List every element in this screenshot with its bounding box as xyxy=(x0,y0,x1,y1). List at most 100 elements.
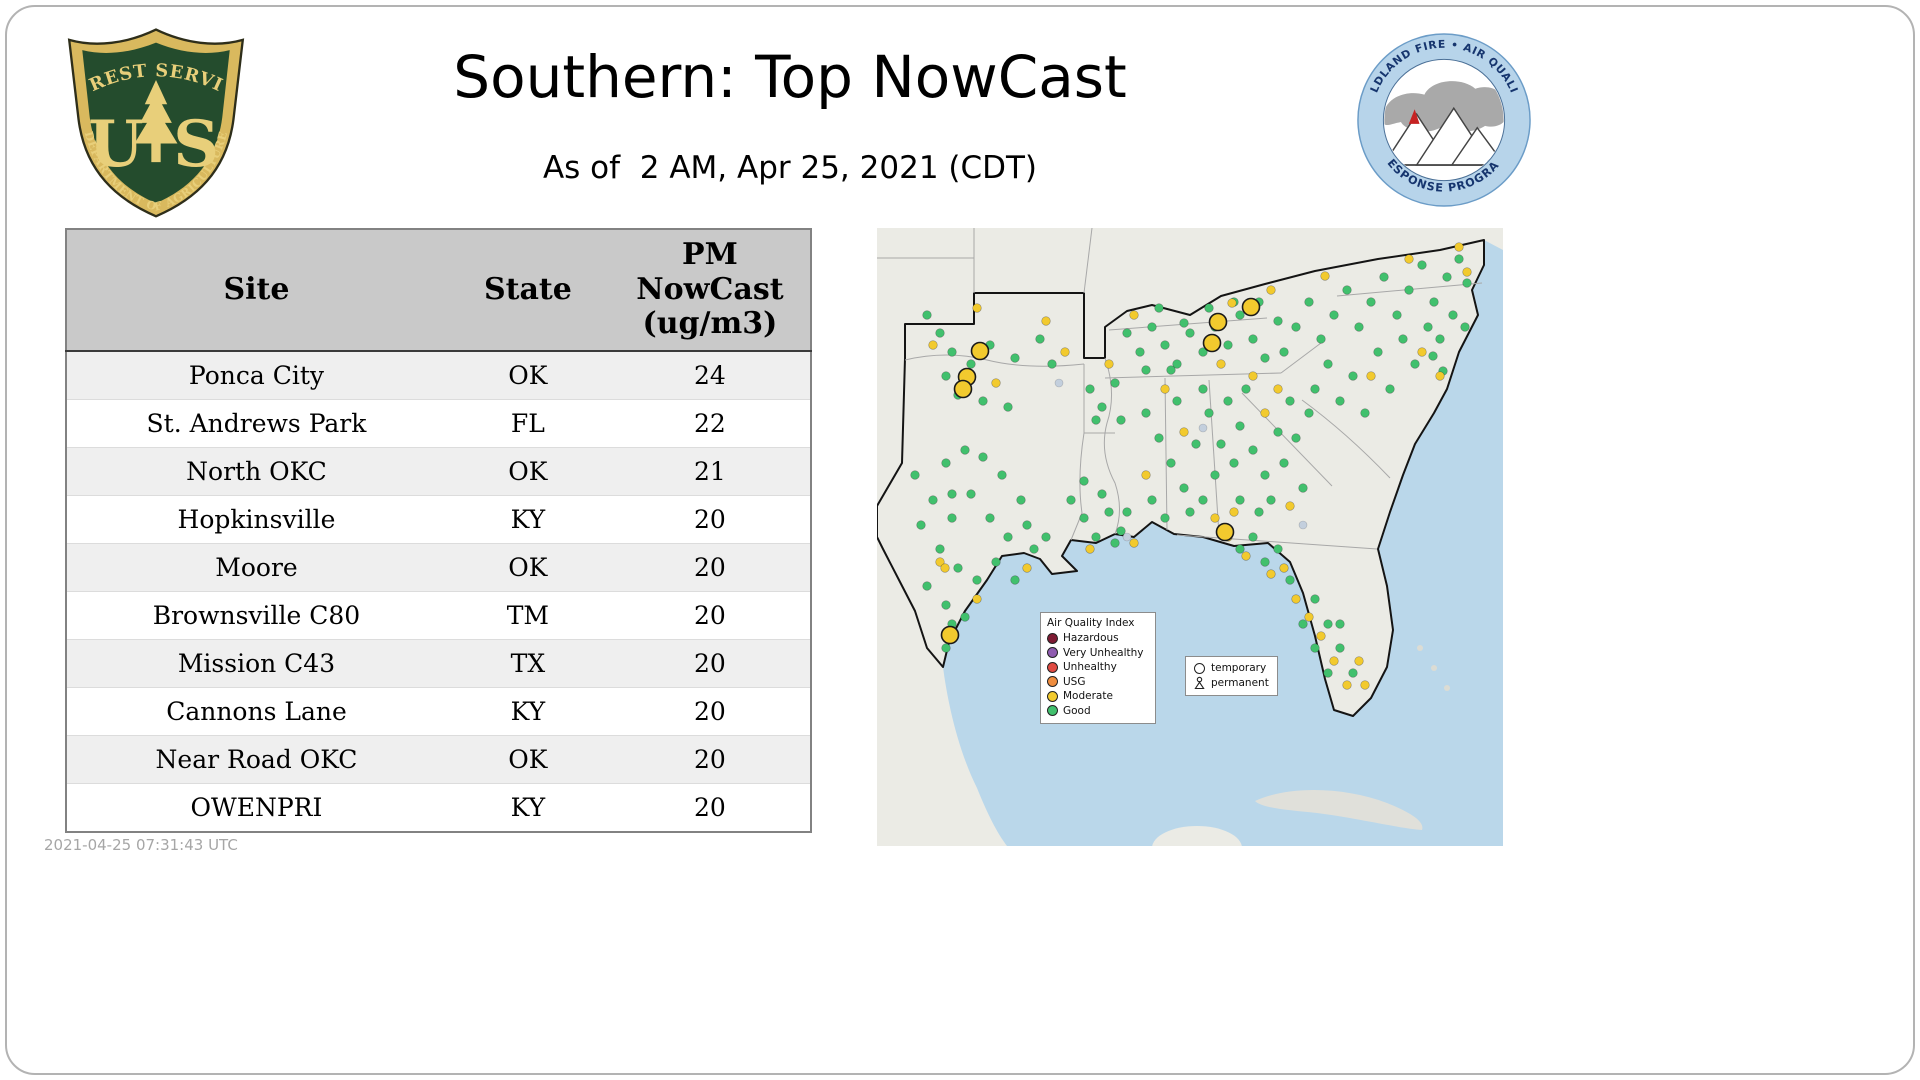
table-row: Hopkinsville KY 20 xyxy=(66,494,811,543)
monitor-dot xyxy=(1366,297,1376,307)
monitor-dot xyxy=(1215,522,1235,542)
monitor-dot xyxy=(1122,328,1132,338)
monitor-dot xyxy=(1216,359,1226,369)
state-cell: KY xyxy=(445,494,610,543)
pm-cell: 20 xyxy=(609,542,811,591)
column-header-state: State xyxy=(445,229,610,352)
site-cell: Cannons Lane xyxy=(66,686,446,735)
monitor-dot xyxy=(953,563,963,573)
monitor-dot xyxy=(1010,575,1020,585)
site-cell: North OKC xyxy=(66,446,446,495)
monitor-dot xyxy=(970,341,990,361)
monitor-dot xyxy=(1291,322,1301,332)
aqi-color-dot xyxy=(1047,632,1058,644)
site-cell: OWENPRI xyxy=(66,782,446,832)
legend-item-temporary: temporary xyxy=(1194,662,1269,674)
table-body: Ponca City OK 24 St. Andrews Park FL 22 … xyxy=(66,350,811,832)
monitor-dot xyxy=(1229,507,1239,517)
monitor-dot xyxy=(1248,371,1258,381)
table-row: Moore OK 20 xyxy=(66,542,811,591)
monitor-dot xyxy=(1210,470,1220,480)
page-title: Southern: Top NowCast xyxy=(453,43,1127,111)
monitor-dot xyxy=(1229,458,1239,468)
aqi-legend: Air Quality Index Hazardous Very Unhealt… xyxy=(1040,612,1156,724)
monitor-dot xyxy=(1329,310,1339,320)
monitor-dot xyxy=(1304,297,1314,307)
pm-cell: 20 xyxy=(609,590,811,639)
monitor-dot xyxy=(1379,272,1389,282)
monitor-dot xyxy=(1179,427,1189,437)
aqi-color-dot xyxy=(1047,661,1058,673)
state-cell: KY xyxy=(445,686,610,735)
pm-cell: 22 xyxy=(609,398,811,447)
monitor-dot xyxy=(1202,333,1222,353)
nowcast-table: Site State PM NowCast (ug/m3) Ponca City… xyxy=(65,228,812,833)
monitor-dot xyxy=(1223,396,1233,406)
monitor-dot xyxy=(1104,507,1114,517)
monitor-map: Air Quality Index Hazardous Very Unhealt… xyxy=(877,228,1503,846)
monitor-dot xyxy=(1254,507,1264,517)
monitor-dot xyxy=(1273,316,1283,326)
pm-cell: 20 xyxy=(609,638,811,687)
pine-tree-icon xyxy=(134,80,178,163)
monitor-dot xyxy=(1410,359,1420,369)
monitor-dot xyxy=(1335,396,1345,406)
pm-cell: 24 xyxy=(694,360,726,390)
monitor-dot xyxy=(1198,423,1208,433)
monitor-dot xyxy=(1179,318,1189,328)
monitor-dot xyxy=(1266,569,1276,579)
southern-region-outline xyxy=(877,239,1485,717)
monitor-dot xyxy=(1392,310,1402,320)
monitor-dot xyxy=(997,470,1007,480)
monitor-dot xyxy=(1241,384,1251,394)
monitor-dot xyxy=(1054,378,1064,388)
monitor-dot xyxy=(1227,298,1237,308)
table-row: North OKC OK 21 xyxy=(66,446,811,495)
monitor-dot xyxy=(1066,495,1076,505)
monitor-dot xyxy=(1172,359,1182,369)
monitor-dot xyxy=(1097,489,1107,499)
monitor-dot xyxy=(1291,594,1301,604)
monitor-dot xyxy=(1273,427,1283,437)
monitor-dot xyxy=(1003,402,1013,412)
monitor-dot xyxy=(1248,532,1258,542)
monitor-dot xyxy=(1460,322,1470,332)
monitor-dot xyxy=(1373,347,1383,357)
aqi-color-dot xyxy=(1047,647,1058,658)
monitor-dot xyxy=(1316,334,1326,344)
monitor-dot xyxy=(1166,365,1176,375)
aqi-legend-item: Unhealthy xyxy=(1047,661,1149,673)
monitor-dot xyxy=(1160,513,1170,523)
monitor-dot xyxy=(1241,297,1261,317)
pm-cell: 20 xyxy=(609,686,811,735)
monitor-dot xyxy=(1079,476,1089,486)
monitor-dot xyxy=(922,581,932,591)
monitor-dot xyxy=(1404,254,1414,264)
monitor-dot xyxy=(1223,340,1233,350)
monitor-dot xyxy=(1285,575,1295,585)
monitor-dot xyxy=(1298,483,1308,493)
monitor-dot xyxy=(1248,334,1258,344)
monitor-dot xyxy=(1185,507,1195,517)
site-cell: Near Road OKC xyxy=(66,734,446,783)
monitor-dot xyxy=(991,378,1001,388)
monitor-dot xyxy=(1041,316,1051,326)
aqi-legend-title: Air Quality Index xyxy=(1047,617,1135,629)
monitor-dot xyxy=(1279,458,1289,468)
monitor-dot xyxy=(1354,656,1364,666)
monitor-dot xyxy=(1448,310,1458,320)
site-cell: Mission C43 xyxy=(66,638,446,687)
airfire-program-logo: WILDLAND FIRE • AIR QUALITY RESPONSE PRO… xyxy=(1350,22,1532,208)
state-cell: OK xyxy=(508,360,548,390)
mountains-icon xyxy=(1384,106,1504,166)
monitor-dot xyxy=(1435,371,1445,381)
monitor-dot xyxy=(1266,495,1276,505)
monitor-dot xyxy=(978,452,988,462)
monitor-dot xyxy=(1442,272,1452,282)
forest-service-shield-icon: FOREST SERVICE U S DEPARTMENT OF AGRICUL… xyxy=(50,8,245,218)
monitor-dot xyxy=(1366,371,1376,381)
monitor-dot xyxy=(1273,384,1283,394)
monitor-dot xyxy=(1354,322,1364,332)
monitor-dot xyxy=(972,594,982,604)
monitor-dot xyxy=(1016,495,1026,505)
